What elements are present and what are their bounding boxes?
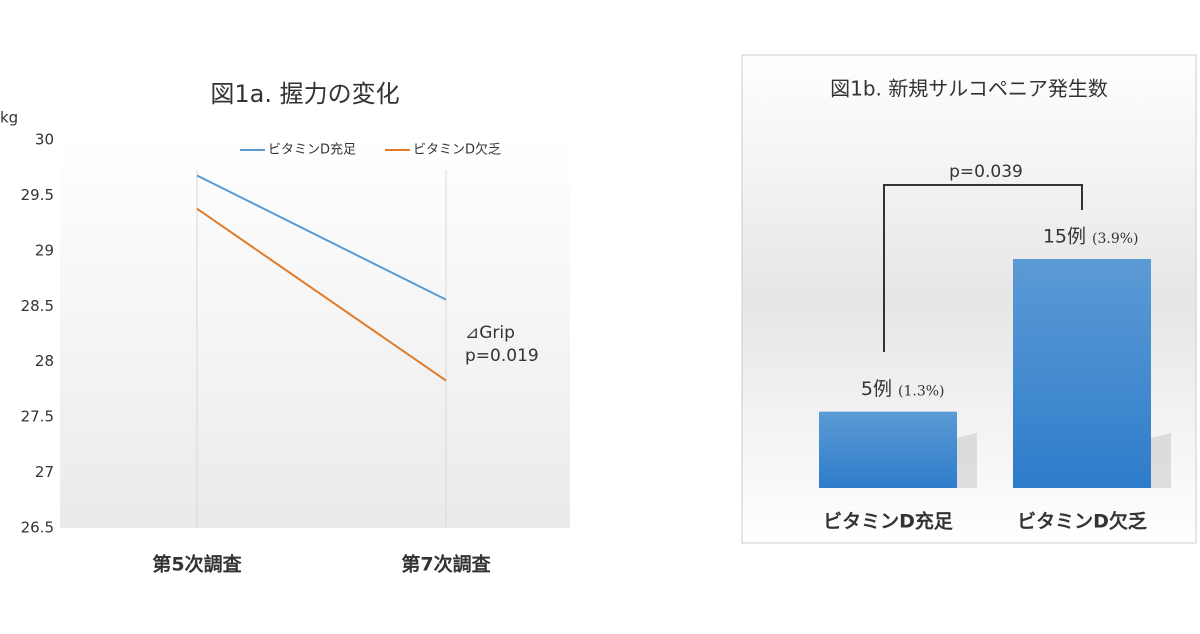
y-tick-label: 27 xyxy=(35,463,54,481)
y-tick-label: 30 xyxy=(35,131,54,149)
y-tick-label: 28.5 xyxy=(21,297,54,315)
bar xyxy=(1013,259,1151,488)
x-tick-label: ビタミンD充足 xyxy=(823,510,954,533)
y-tick-label: 26.5 xyxy=(21,519,54,537)
line xyxy=(196,207,447,382)
legend-label: ビタミンD欠乏 xyxy=(413,142,501,158)
y-axis-label: kg xyxy=(0,109,18,127)
x-tick-label: ビタミンD欠乏 xyxy=(1017,510,1147,533)
bar-shadow xyxy=(1151,433,1171,488)
legend-label: ビタミンD充足 xyxy=(268,142,356,158)
significance-bracket xyxy=(883,184,1083,352)
data-label: 5例 xyxy=(861,378,892,400)
percent-label: (1.3%) xyxy=(898,384,945,400)
chart-title: 図1b. 新規サルコペニア発生数 xyxy=(830,77,1108,101)
bar-shadow xyxy=(957,433,977,488)
plot-area xyxy=(60,140,570,528)
bar xyxy=(819,411,957,488)
annotation: ⊿Grip xyxy=(465,323,515,343)
y-tick-label: 27.5 xyxy=(21,408,54,426)
annotation: p=0.019 xyxy=(465,346,539,366)
x-tick-label: 第5次調査 xyxy=(152,553,242,576)
x-tick-label: 第7次調査 xyxy=(401,553,491,576)
y-tick-label: 29.5 xyxy=(21,186,54,204)
y-tick-label: 28 xyxy=(35,352,54,370)
annotation: p=0.039 xyxy=(949,162,1023,182)
line xyxy=(196,174,447,301)
chart-title: 図1a. 握力の変化 xyxy=(210,80,399,108)
percent-label: (3.9%) xyxy=(1092,231,1139,247)
data-label: 15例 xyxy=(1043,226,1086,248)
y-tick-label: 29 xyxy=(35,241,54,259)
